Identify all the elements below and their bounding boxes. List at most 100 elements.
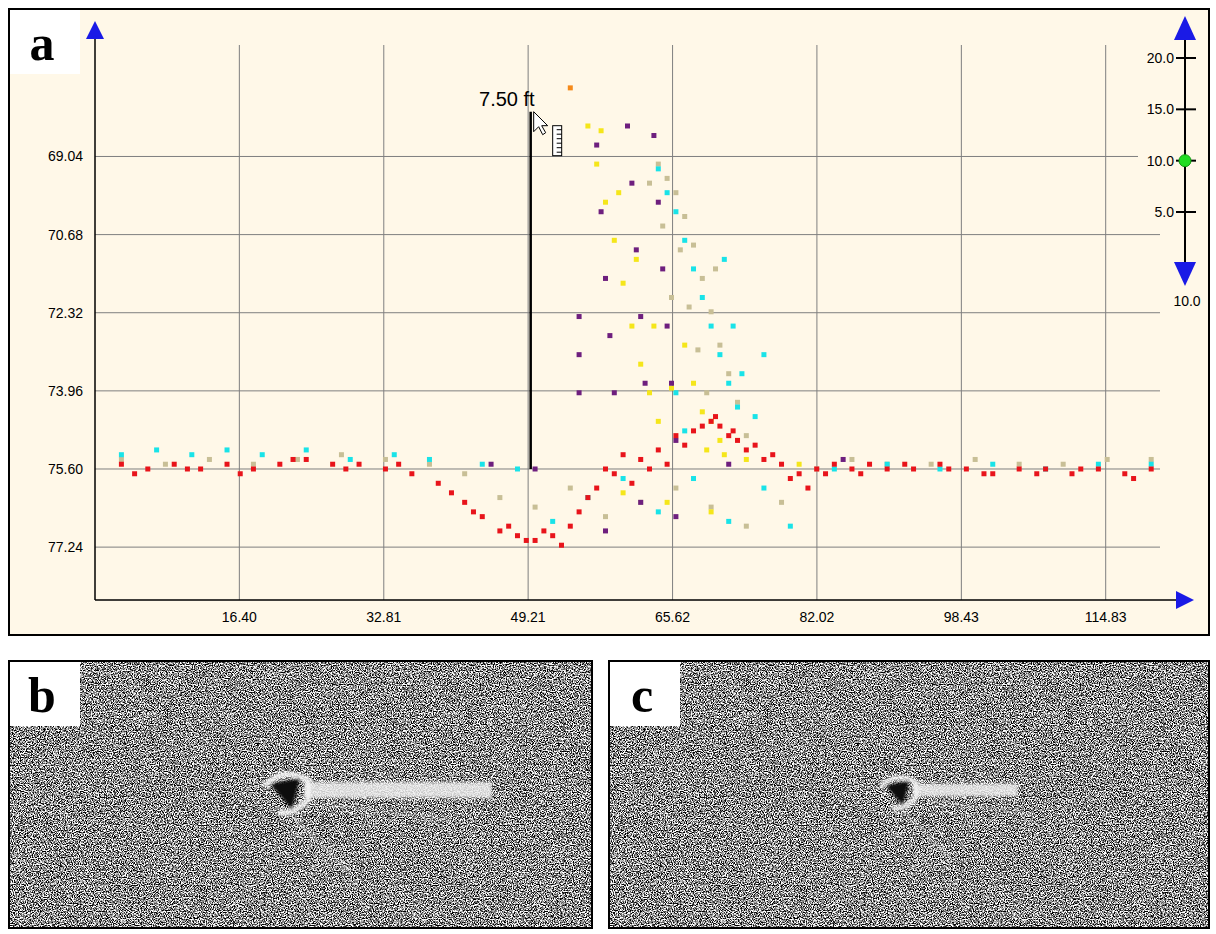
panel-letter: a	[30, 15, 55, 71]
data-point	[585, 495, 590, 500]
data-point	[621, 281, 626, 286]
data-point	[805, 486, 810, 491]
scale-down-arrow	[1174, 262, 1196, 286]
data-point	[1017, 462, 1022, 467]
panel-c-shadow	[885, 780, 909, 806]
data-point	[665, 324, 670, 329]
data-point	[695, 347, 700, 352]
data-point	[189, 452, 194, 457]
data-point	[436, 481, 441, 486]
panel-c-target	[881, 777, 1031, 858]
data-point	[647, 390, 652, 395]
data-point	[533, 505, 538, 510]
data-point	[722, 452, 727, 457]
y-axis-arrow	[86, 21, 104, 39]
data-point	[744, 457, 749, 462]
data-point	[726, 371, 731, 376]
data-point	[788, 524, 793, 529]
panel-c-tail	[913, 784, 1018, 797]
data-point	[541, 528, 546, 533]
grid-line-y	[95, 156, 1160, 157]
data-point	[700, 276, 705, 281]
data-point	[612, 238, 617, 243]
data-point	[1131, 476, 1136, 481]
data-point	[585, 123, 590, 128]
data-point	[1149, 457, 1154, 462]
panel-b-tail	[304, 782, 492, 798]
scale-label: 20.0	[1147, 50, 1174, 66]
data-point	[629, 181, 634, 186]
data-point	[612, 471, 617, 476]
data-point	[603, 200, 608, 205]
data-point	[1149, 462, 1154, 467]
panel-c-noise	[610, 662, 1208, 927]
data-point	[691, 476, 696, 481]
data-point	[506, 524, 511, 529]
data-point	[665, 190, 670, 195]
data-point	[225, 462, 230, 467]
data-point	[902, 462, 907, 467]
plot-marks	[119, 85, 1154, 547]
data-point	[621, 452, 626, 457]
data-point	[656, 162, 661, 167]
scale-label: 10.0	[1147, 153, 1174, 169]
data-point	[550, 519, 555, 524]
data-point	[594, 162, 599, 167]
data-point	[673, 514, 678, 519]
data-point	[656, 447, 661, 452]
data-point	[607, 333, 612, 338]
data-point	[638, 457, 643, 462]
data-point	[577, 509, 582, 514]
data-point	[462, 500, 467, 505]
data-point	[568, 85, 573, 90]
data-point	[1096, 462, 1101, 467]
data-point	[568, 524, 573, 529]
data-point	[185, 466, 190, 471]
data-point	[735, 405, 740, 410]
data-point	[357, 462, 362, 467]
data-point	[885, 462, 890, 467]
scale-up-arrow	[1174, 16, 1196, 40]
data-point	[119, 452, 124, 457]
data-point	[946, 466, 951, 471]
data-point	[427, 462, 432, 467]
panel-b-shadow	[270, 778, 300, 810]
data-point	[119, 462, 124, 467]
data-point	[713, 414, 718, 419]
scale-label-bg	[1138, 100, 1174, 117]
data-point	[1078, 466, 1083, 471]
ruler-tick	[557, 143, 562, 144]
data-point	[638, 500, 643, 505]
data-point	[673, 486, 678, 491]
data-point	[691, 243, 696, 248]
data-point	[700, 409, 705, 414]
panel-b-image	[10, 662, 591, 927]
data-point	[1122, 471, 1127, 476]
ruler-tick	[557, 138, 562, 139]
panel-c-frame	[609, 661, 1209, 928]
data-point	[709, 324, 714, 329]
data-point	[603, 466, 608, 471]
data-point	[599, 209, 604, 214]
scale-label-bg	[1146, 203, 1174, 220]
panel-b-trace	[292, 816, 352, 875]
data-point	[524, 538, 529, 543]
data-point	[779, 500, 784, 505]
data-point	[849, 466, 854, 471]
data-point	[198, 466, 203, 471]
data-point	[594, 486, 599, 491]
data-point	[533, 466, 538, 471]
data-point	[634, 247, 639, 252]
grid-line-x	[383, 45, 384, 600]
data-point	[722, 257, 727, 262]
data-point	[678, 247, 683, 252]
data-point	[691, 381, 696, 386]
data-point	[849, 457, 854, 462]
data-point	[612, 390, 617, 395]
data-point	[744, 447, 749, 452]
data-point	[225, 447, 230, 452]
panel-letter: b	[28, 667, 56, 723]
data-point	[964, 466, 969, 471]
scale-label-bg	[1138, 152, 1174, 169]
data-point	[550, 533, 555, 538]
